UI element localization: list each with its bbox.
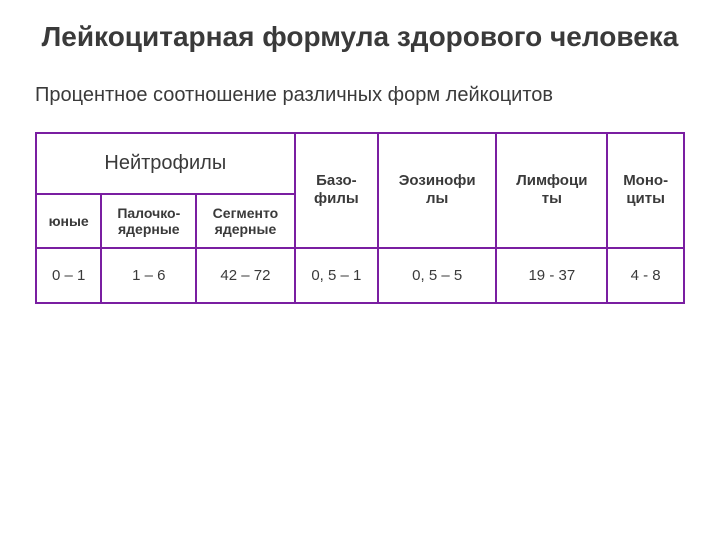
neutrophils-header: Нейтрофилы bbox=[36, 133, 295, 194]
band-value: 1 – 6 bbox=[101, 248, 196, 303]
basophils-header: Базо-филы bbox=[295, 133, 378, 248]
band-header: Палочко-ядерные bbox=[101, 194, 196, 248]
monocytes-value: 4 - 8 bbox=[607, 248, 684, 303]
eosinophils-header: Эозинофилы bbox=[378, 133, 496, 248]
segmented-value: 42 – 72 bbox=[196, 248, 294, 303]
table-data-row: 0 – 1 1 – 6 42 – 72 0, 5 – 1 0, 5 – 5 19… bbox=[36, 248, 684, 303]
segmented-header: Сегментоядерные bbox=[196, 194, 294, 248]
leukocyte-table-container: Нейтрофилы Базо-филы Эозинофилы Лимфоцит… bbox=[35, 132, 685, 304]
monocytes-header: Моно-циты bbox=[607, 133, 684, 248]
table-header-row-1: Нейтрофилы Базо-филы Эозинофилы Лимфоцит… bbox=[36, 133, 684, 194]
leukocyte-table: Нейтрофилы Базо-филы Эозинофилы Лимфоцит… bbox=[35, 132, 685, 304]
lymphocytes-value: 19 - 37 bbox=[496, 248, 607, 303]
young-value: 0 – 1 bbox=[36, 248, 101, 303]
slide-title: Лейкоцитарная формула здорового человека bbox=[30, 20, 690, 54]
eosinophils-value: 0, 5 – 5 bbox=[378, 248, 496, 303]
lymphocytes-header: Лимфоциты bbox=[496, 133, 607, 248]
young-header: юные bbox=[36, 194, 101, 248]
slide-subtitle: Процентное соотношение различных форм ле… bbox=[30, 84, 690, 107]
basophils-value: 0, 5 – 1 bbox=[295, 248, 378, 303]
